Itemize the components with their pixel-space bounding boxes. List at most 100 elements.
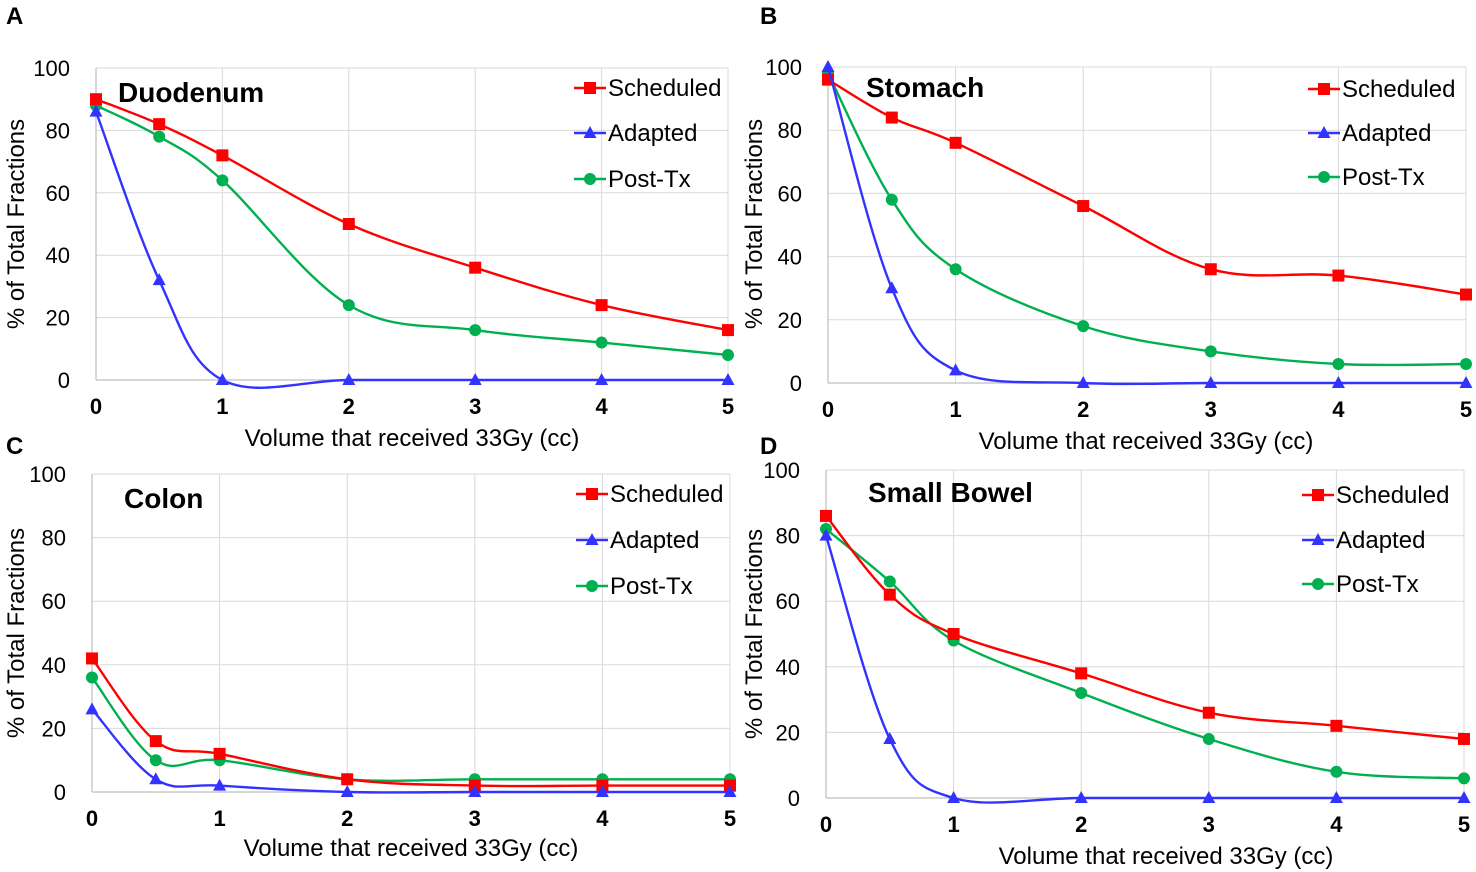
y-tick-label: 20	[42, 716, 66, 741]
data-point-adapted	[721, 373, 735, 385]
data-point-post-tx	[883, 575, 896, 588]
data-point-adapted	[819, 528, 833, 541]
series-line-post-tx	[826, 72, 1467, 367]
chart-title: Duodenum	[118, 77, 264, 108]
panel-b: B 0 20 40 60 80 100 0 1 2 3 4 5 Volume that received …	[741, 3, 1473, 455]
y-tick-label: 20	[776, 720, 800, 745]
x-tick-label: 1	[947, 812, 959, 837]
data-point-adapted	[85, 702, 99, 715]
legend-marker-post-tx	[584, 173, 596, 185]
legend-label-scheduled: Scheduled	[610, 481, 723, 508]
y-axis-title: % of Total Fractions	[741, 119, 768, 329]
legend-marker-post-tx	[586, 580, 598, 592]
data-point-scheduled	[90, 93, 102, 106]
x-tick-label: 5	[722, 394, 734, 419]
data-point-adapted	[1074, 791, 1088, 803]
data-point-scheduled	[820, 509, 832, 522]
data-point-scheduled	[1077, 200, 1090, 213]
data-point-scheduled	[1330, 719, 1343, 732]
y-axis-title: % of Total Fractions	[3, 528, 30, 738]
legend-label-adapted: Adapted	[608, 120, 697, 147]
x-tick-label: 3	[1205, 397, 1217, 422]
legend-label-adapted: Adapted	[1342, 120, 1431, 147]
data-point-post-tx	[595, 336, 608, 349]
legend-label-adapted: Adapted	[1336, 527, 1425, 554]
legend-label-post-tx: Post-Tx	[610, 573, 693, 600]
x-tick-label: 1	[213, 806, 225, 831]
data-point-adapted	[152, 273, 166, 286]
data-point-adapted	[885, 281, 899, 294]
panel-c: C 0 20 40 60 80 100 0 1 2 3 4 5 Volume that received …	[3, 433, 737, 862]
x-axis-title: Volume that received 33Gy (cc)	[979, 428, 1314, 455]
x-tick-label: 5	[724, 806, 736, 831]
data-point-adapted	[947, 791, 961, 803]
legend-label-post-tx: Post-Tx	[608, 166, 691, 193]
data-point-scheduled	[885, 111, 898, 124]
x-axis-title: Volume that received 33Gy (cc)	[999, 843, 1334, 870]
y-tick-label: 0	[790, 371, 802, 396]
data-point-post-tx	[149, 754, 162, 767]
y-tick-label: 100	[763, 458, 800, 483]
data-point-adapted	[215, 373, 229, 385]
legend-marker-adapted	[583, 126, 597, 138]
legend-label-post-tx: Post-Tx	[1342, 164, 1425, 191]
data-point-scheduled	[341, 773, 354, 786]
data-point-adapted	[1204, 376, 1218, 388]
x-tick-label: 0	[820, 812, 832, 837]
data-point-post-tx	[1077, 320, 1090, 333]
y-tick-label: 80	[46, 118, 70, 143]
x-tick-label: 4	[1330, 812, 1343, 837]
data-point-adapted	[595, 785, 609, 797]
y-tick-label: 80	[42, 526, 66, 551]
legend-marker-post-tx	[1312, 578, 1324, 590]
panel-d: D 0 20 40 60 80 100 0 1 2 3 4 5 Volume that received …	[741, 433, 1471, 870]
panel-letter: D	[760, 433, 777, 460]
data-point-post-tx	[1204, 345, 1217, 358]
data-point-adapted	[149, 772, 163, 785]
legend-marker-adapted	[1311, 533, 1325, 545]
data-point-scheduled	[883, 588, 896, 601]
y-tick-label: 0	[54, 780, 66, 805]
legend-marker-scheduled	[1312, 489, 1324, 501]
y-tick-label: 20	[46, 306, 70, 331]
y-tick-label: 20	[778, 308, 802, 333]
panel-letter: A	[6, 3, 23, 30]
x-tick-label: 4	[595, 394, 608, 419]
data-point-scheduled	[1202, 706, 1215, 719]
data-point-adapted	[949, 363, 963, 376]
x-tick-label: 1	[949, 397, 961, 422]
y-tick-label: 40	[46, 243, 70, 268]
data-point-adapted	[89, 104, 103, 117]
y-tick-label: 0	[58, 368, 70, 393]
y-tick-label: 80	[778, 118, 802, 143]
x-tick-label: 4	[1332, 397, 1345, 422]
data-point-scheduled	[1075, 667, 1088, 680]
x-tick-label: 0	[86, 806, 98, 831]
y-tick-label: 80	[776, 524, 800, 549]
x-tick-label: 5	[1460, 397, 1472, 422]
y-axis-title: % of Total Fractions	[3, 119, 30, 329]
series-line-scheduled	[91, 657, 730, 788]
x-axis-title: Volume that received 33Gy (cc)	[245, 425, 580, 452]
data-point-adapted	[340, 785, 354, 797]
data-point-scheduled	[1204, 263, 1217, 276]
legend-marker-scheduled	[1318, 83, 1330, 95]
data-point-scheduled	[342, 218, 355, 230]
y-tick-label: 60	[42, 589, 66, 614]
data-point-adapted	[1202, 791, 1216, 803]
legend-label-post-tx: Post-Tx	[1336, 571, 1419, 598]
data-point-post-tx	[469, 324, 482, 337]
data-point-post-tx	[1330, 765, 1343, 778]
series-line-post-tx	[825, 528, 1465, 780]
data-point-post-tx	[1075, 687, 1088, 700]
legend-label-scheduled: Scheduled	[1342, 76, 1455, 103]
data-point-scheduled	[1458, 732, 1470, 745]
panel-letter: B	[760, 3, 777, 30]
data-point-scheduled	[722, 324, 734, 337]
y-tick-label: 100	[33, 56, 70, 81]
legend-label-adapted: Adapted	[610, 527, 699, 554]
y-axis-title: % of Total Fractions	[741, 529, 768, 739]
y-tick-label: 100	[29, 462, 66, 487]
x-tick-label: 2	[341, 806, 353, 831]
